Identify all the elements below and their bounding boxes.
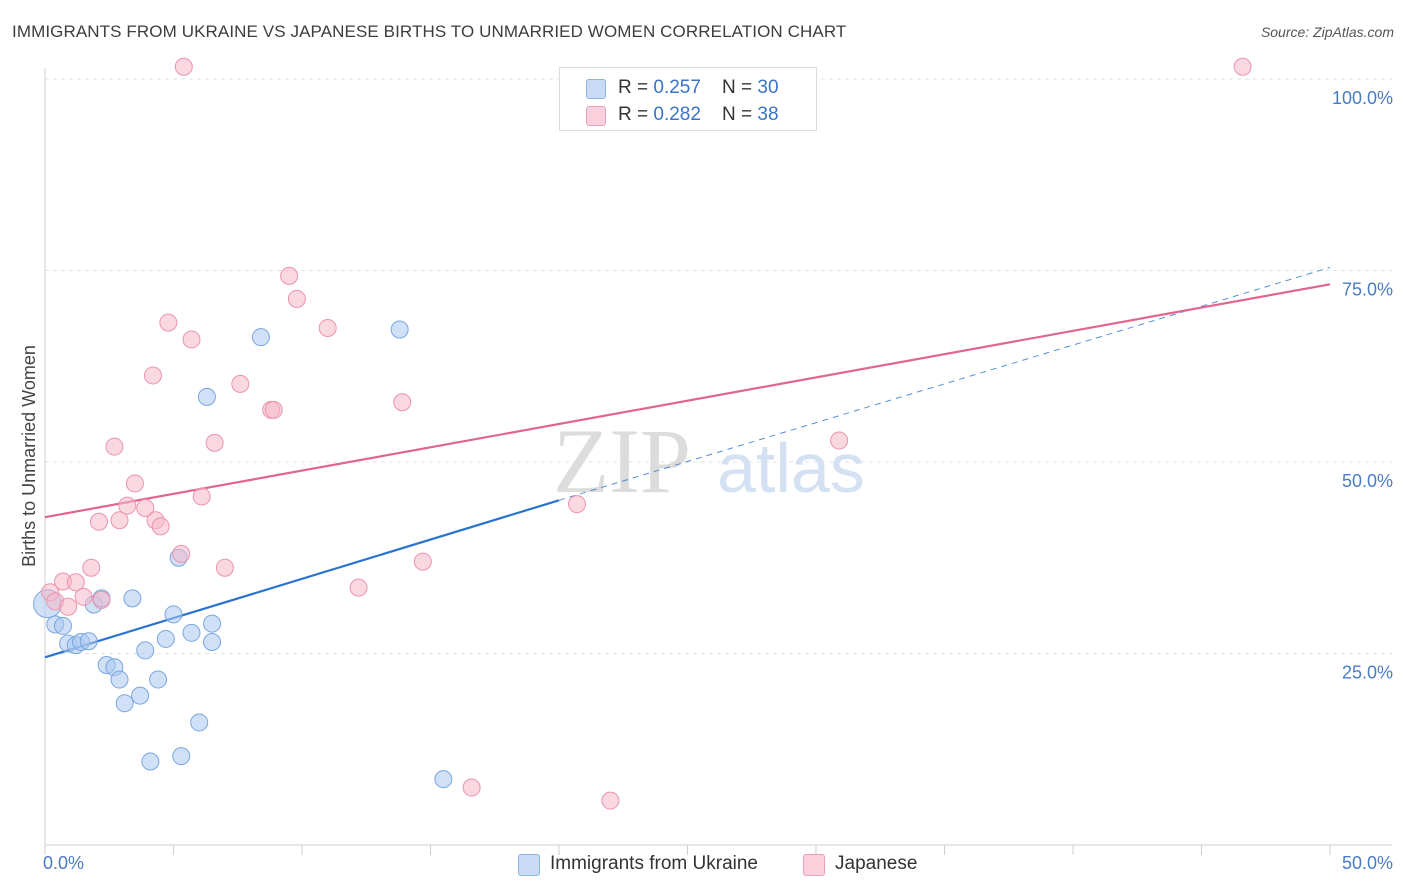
data-point <box>156 629 175 648</box>
data-point <box>131 686 150 705</box>
legend-n-label: N = <box>722 104 758 125</box>
data-point <box>264 400 283 419</box>
data-point <box>118 496 137 515</box>
data-point <box>192 487 211 506</box>
data-point <box>413 552 432 571</box>
data-point <box>182 623 201 642</box>
data-point <box>1233 57 1252 76</box>
legend-label-japanese: Japanese <box>835 853 918 874</box>
legend-r-label: R = <box>618 104 654 125</box>
legend-n-label: N = <box>722 77 758 98</box>
data-point <box>190 713 209 732</box>
data-point <box>159 313 178 332</box>
data-point <box>172 747 191 766</box>
data-point <box>601 791 620 810</box>
source-label: Source: ZipAtlas.com <box>1260 24 1394 40</box>
trend-line <box>44 283 1331 519</box>
series-legend: Immigrants from Ukraine Japanese <box>0 852 1406 878</box>
data-point <box>197 387 216 406</box>
watermark: ZIP atlas <box>553 410 865 512</box>
data-point <box>830 431 849 450</box>
watermark-zip: ZIP <box>553 410 691 512</box>
data-point <box>164 605 183 624</box>
y-axis-label: Births to Unmarried Women <box>19 345 39 567</box>
legend-label-ukraine: Immigrants from Ukraine <box>550 853 758 874</box>
data-point <box>125 474 144 493</box>
data-point <box>123 589 142 608</box>
data-point <box>390 320 409 339</box>
correlation-legend: R = 0.257 N = 30 R = 0.282 N = 38 <box>559 67 817 131</box>
data-point <box>205 433 224 452</box>
data-point <box>182 330 201 349</box>
y-tick-label: 50.0% <box>1342 471 1393 491</box>
legend-r-label: R = <box>618 77 654 98</box>
data-point <box>59 597 78 616</box>
data-point <box>141 752 160 771</box>
data-point <box>115 694 134 713</box>
y-tick-label: 25.0% <box>1342 663 1393 683</box>
x-tick-label: 50.0% <box>1342 853 1393 873</box>
data-point <box>92 590 111 609</box>
legend-swatch-ukraine <box>518 854 540 876</box>
data-point <box>251 328 270 347</box>
data-point <box>149 670 168 689</box>
y-tick-label: 75.0% <box>1342 280 1393 300</box>
legend-swatch-ukraine <box>586 79 606 99</box>
data-point <box>74 587 93 606</box>
data-point <box>393 393 412 412</box>
data-point <box>151 517 170 536</box>
data-point <box>110 670 129 689</box>
data-point <box>203 633 222 652</box>
data-point <box>89 512 108 531</box>
data-point <box>172 544 191 563</box>
data-point <box>231 374 250 393</box>
legend-swatch-japanese <box>803 854 825 876</box>
data-point <box>79 632 98 651</box>
data-point <box>434 770 453 789</box>
legend-n-value-ukraine: 30 <box>757 77 779 98</box>
chart-title: IMMIGRANTS FROM UKRAINE VS JAPANESE BIRT… <box>12 22 847 41</box>
data-point <box>462 778 481 797</box>
y-tick-label: 100.0% <box>1332 88 1393 108</box>
gridlines <box>45 78 1392 654</box>
data-point <box>318 318 337 337</box>
data-points <box>33 57 1252 810</box>
tick-labels: 25.0% 50.0% 75.0% 100.0% 0.0% 50.0% <box>43 88 1393 873</box>
data-point <box>110 511 129 530</box>
data-point <box>203 614 222 633</box>
legend-swatch-japanese <box>586 106 606 126</box>
data-point <box>136 498 155 517</box>
data-point <box>136 641 155 660</box>
axes <box>44 68 1392 855</box>
data-point <box>105 437 124 456</box>
data-point <box>174 57 193 76</box>
data-point <box>349 578 368 597</box>
data-point <box>82 558 101 577</box>
data-point <box>143 366 162 385</box>
trend-line <box>44 499 560 659</box>
legend-r-value-ukraine: 0.257 <box>653 77 701 98</box>
data-point <box>215 558 234 577</box>
x-tick-label: 0.0% <box>43 853 84 873</box>
trend-line-extension <box>558 266 1331 501</box>
legend-n-value-japanese: 38 <box>757 104 779 125</box>
trend-lines <box>44 266 1331 659</box>
data-point <box>567 495 586 514</box>
data-point <box>280 266 299 285</box>
data-point <box>53 616 72 635</box>
legend-r-value-japanese: 0.282 <box>653 104 701 125</box>
data-point <box>66 573 85 592</box>
data-point <box>287 289 306 308</box>
